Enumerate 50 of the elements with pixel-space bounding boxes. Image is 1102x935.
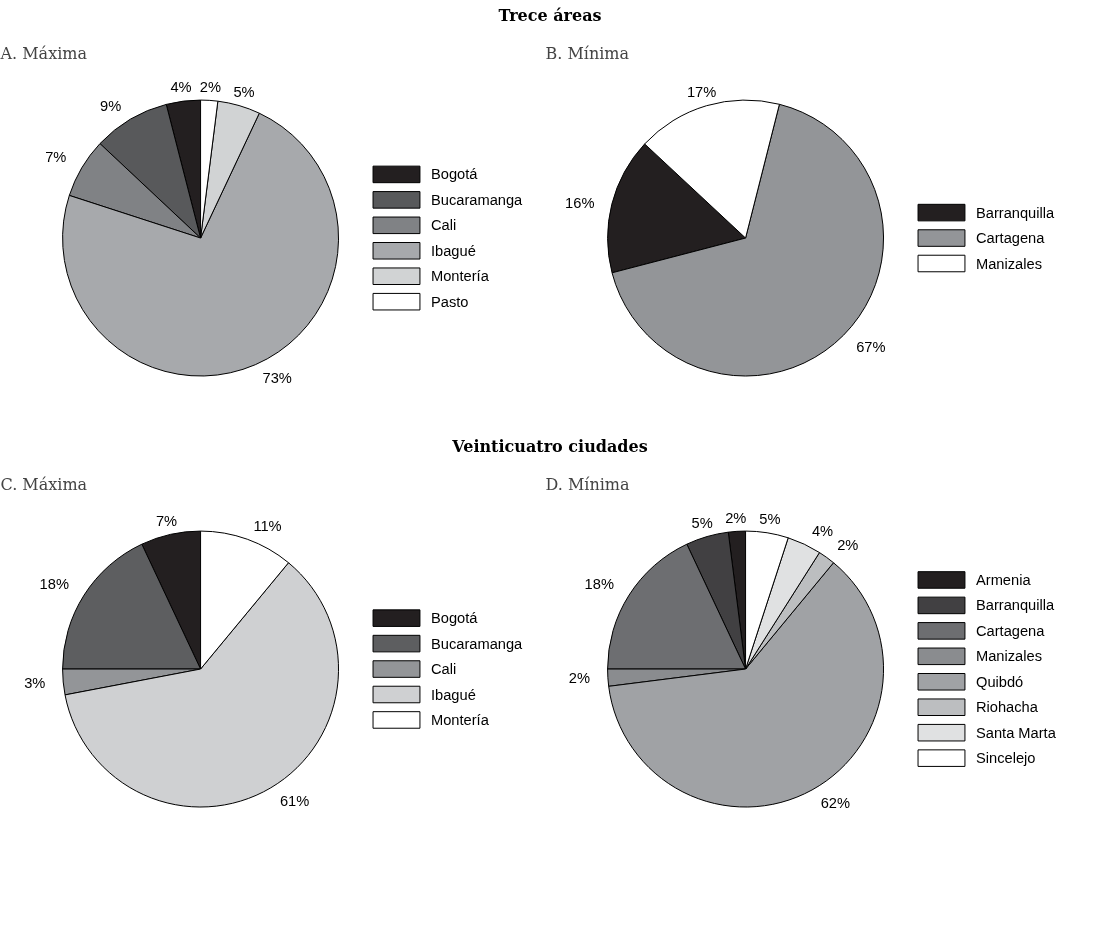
data-label: 2% — [725, 509, 747, 526]
legend-label: Sincelejo — [975, 750, 1036, 767]
data-label: 62% — [820, 795, 851, 812]
data-label: 73% — [262, 370, 292, 387]
data-label: 3% — [24, 674, 46, 691]
data-label: 18% — [39, 575, 69, 592]
legend-label: Pasto — [430, 293, 469, 310]
legend-label: Manizales — [975, 255, 1042, 272]
legend-label: Bogotá — [430, 610, 479, 627]
data-label: 18% — [584, 575, 614, 592]
data-label: 2% — [568, 670, 590, 687]
data-label: 67% — [856, 339, 886, 356]
data-label: 4% — [170, 79, 192, 96]
legend-label: Quibdó — [975, 673, 1024, 690]
data-label: 11% — [253, 517, 282, 534]
text: Trece áreas — [498, 5, 602, 27]
data-label: 5% — [691, 514, 713, 531]
chart-title: D. Mínima — [545, 474, 631, 494]
legend-label: Bucaramanga — [430, 191, 524, 208]
data-label: 5% — [233, 83, 255, 100]
data-label: 61% — [279, 792, 310, 809]
text: Veinticuatro ciudades — [452, 436, 648, 458]
legend-label: Cartagena — [975, 230, 1046, 247]
data-label: 2% — [199, 78, 221, 95]
chart-title: B. Mínima — [545, 43, 630, 63]
legend-label: Santa Marta — [975, 724, 1057, 741]
data-label: 7% — [45, 148, 67, 165]
data-label: 5% — [759, 511, 781, 527]
legend-label: Barranquilla — [975, 204, 1056, 221]
legend-label: Montería — [430, 711, 490, 728]
data-label: 7% — [155, 512, 178, 529]
data-label: 9% — [100, 98, 122, 115]
legend-label: Ibagué — [430, 242, 476, 259]
legend-label: Riohacha — [975, 699, 1039, 716]
legend-label: Bucaramanga — [430, 635, 524, 652]
legend-label: Manizales — [975, 648, 1042, 665]
data-label: 17% — [686, 84, 717, 101]
legend-label: Barranquilla — [975, 597, 1056, 614]
legend-label: Cartagena — [975, 622, 1046, 639]
data-label: 2% — [837, 536, 859, 553]
chart-title: C. Máxima — [0, 474, 88, 494]
legend-label: Armenia — [975, 571, 1032, 588]
data-label: 16% — [565, 194, 595, 211]
legend-label: Ibagué — [430, 686, 476, 703]
legend-label: Cali — [430, 217, 457, 234]
data-label: 4% — [811, 522, 834, 539]
legend-label: Montería — [430, 268, 490, 285]
legend-label: Cali — [430, 661, 457, 678]
legend-label: Bogotá — [430, 166, 479, 183]
chart-title: A. Máxima — [0, 43, 88, 63]
